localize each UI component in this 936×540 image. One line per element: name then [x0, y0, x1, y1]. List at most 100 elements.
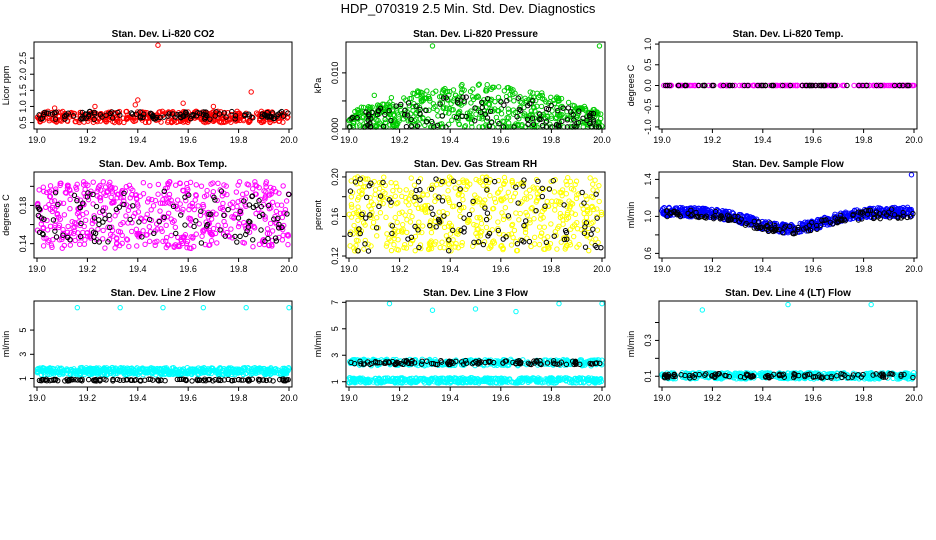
data-point	[279, 237, 286, 243]
data-point	[161, 191, 167, 198]
data-point	[177, 201, 183, 207]
data-point	[394, 108, 400, 114]
data-point	[155, 191, 161, 197]
data-point	[418, 98, 424, 104]
data-point	[233, 189, 240, 195]
y-tick-label: 0.12	[330, 247, 340, 265]
data-point	[146, 238, 153, 245]
data-point	[406, 103, 413, 109]
data-point	[878, 82, 884, 89]
data-point	[256, 117, 263, 124]
data-point	[504, 98, 510, 104]
data-point	[527, 194, 534, 200]
data-point	[108, 194, 114, 201]
x-tick-label: 19.6	[492, 135, 510, 145]
data-point	[483, 104, 489, 110]
data-point	[361, 246, 367, 252]
data-points	[659, 172, 916, 237]
data-point	[178, 115, 184, 121]
data-point	[787, 82, 794, 89]
data-point	[103, 110, 110, 116]
data-point	[180, 206, 186, 213]
data-point	[65, 223, 71, 230]
data-point	[841, 82, 847, 89]
data-point	[512, 190, 518, 196]
data-point	[102, 184, 109, 190]
data-point	[536, 241, 543, 248]
data-point	[347, 243, 353, 249]
data-point	[417, 106, 423, 113]
data-point	[544, 198, 550, 205]
data-point	[543, 118, 550, 124]
data-point	[393, 103, 399, 109]
data-point	[193, 231, 199, 237]
data-point	[374, 215, 380, 221]
data-point	[717, 82, 724, 89]
data-point	[726, 82, 732, 89]
data-point	[401, 95, 407, 101]
data-point	[41, 188, 47, 195]
data-point	[450, 227, 456, 233]
data-point	[411, 117, 418, 124]
x-tick-label: 19.6	[179, 393, 197, 403]
data-point	[522, 111, 528, 117]
data-point	[235, 215, 242, 221]
data-points	[34, 179, 292, 252]
data-point	[576, 110, 582, 116]
x-tick-label: 19.2	[79, 135, 97, 145]
x-tick-label: 19.0	[340, 135, 358, 145]
data-point	[60, 200, 67, 206]
data-point	[454, 99, 461, 106]
data-point	[97, 197, 104, 204]
data-point	[267, 220, 274, 227]
data-point	[242, 111, 248, 118]
data-point	[548, 102, 554, 109]
data-point	[426, 107, 432, 113]
data-point	[193, 182, 199, 188]
data-point	[264, 113, 271, 119]
data-point	[745, 82, 751, 89]
data-point	[430, 211, 436, 217]
data-point	[587, 114, 593, 120]
data-point	[548, 221, 554, 227]
data-point	[590, 119, 597, 125]
data-point	[556, 300, 562, 307]
x-tick-label: 19.6	[179, 264, 197, 274]
data-point	[571, 117, 577, 123]
data-point	[428, 205, 434, 211]
data-point	[165, 113, 171, 119]
data-point	[77, 241, 83, 248]
y-tick-label: 1	[18, 376, 28, 381]
data-point	[106, 212, 112, 219]
data-point	[500, 118, 506, 124]
data-point	[281, 112, 287, 119]
data-point	[470, 96, 477, 103]
data-point	[82, 217, 89, 224]
data-point	[429, 43, 436, 49]
data-point	[405, 100, 412, 106]
data-point	[392, 193, 398, 199]
x-tick-label: 19.0	[28, 264, 46, 274]
data-point	[163, 222, 169, 229]
x-tick-label: 19.8	[543, 264, 561, 274]
data-point	[534, 103, 540, 109]
data-point	[456, 121, 463, 128]
data-point	[46, 115, 52, 122]
data-point	[212, 113, 218, 119]
data-point	[430, 101, 437, 107]
data-point	[530, 97, 536, 104]
y-tick-label: 0.0	[643, 79, 653, 92]
data-point	[442, 85, 448, 92]
data-point	[365, 111, 372, 118]
data-point	[462, 123, 469, 129]
data-point	[383, 214, 389, 221]
data-point	[594, 227, 601, 233]
data-point	[220, 200, 226, 207]
data-point	[446, 92, 452, 98]
data-point	[555, 98, 561, 104]
data-point	[864, 82, 870, 89]
data-point	[428, 229, 435, 236]
data-point	[234, 203, 240, 210]
